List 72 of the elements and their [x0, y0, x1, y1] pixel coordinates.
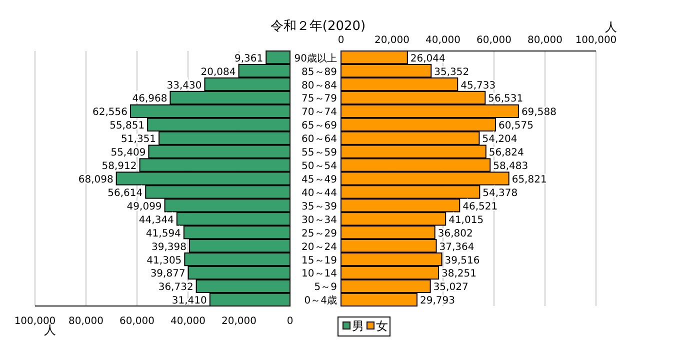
y-tick-label: 35～39: [302, 201, 337, 212]
text: 45,733: [460, 80, 496, 92]
text: 35,027: [433, 282, 468, 294]
text: 68,098: [78, 174, 114, 186]
x-tick-label: 0: [286, 316, 294, 327]
x-tick-label: 0: [338, 35, 344, 46]
text: 20,084: [200, 66, 236, 78]
text: 60,575: [498, 120, 534, 132]
text: 36,802: [438, 228, 473, 240]
y-tick-label: 70～74: [302, 107, 337, 118]
text: 69,588: [521, 107, 556, 118]
text: 41,305: [146, 255, 182, 266]
y-tick-label: 15～19: [302, 255, 337, 266]
text: 39,516: [444, 255, 480, 266]
y-tick-label: 25～29: [302, 228, 337, 240]
text: 9,361: [234, 53, 264, 64]
chart-title: 令和２年(2020): [270, 19, 366, 34]
text: 26,044: [410, 53, 446, 64]
text: 55,851: [110, 120, 145, 132]
y-tick-label: 55～59: [302, 148, 337, 159]
text: 37,364: [439, 242, 474, 253]
y-tick-label: 60～64: [302, 134, 337, 146]
y-tick-label: 50～54: [302, 161, 337, 172]
y-tick-label: 30～34: [302, 214, 337, 226]
text: 62,556: [92, 107, 128, 118]
text: 55,409: [110, 148, 146, 159]
text: 58,912: [102, 161, 137, 172]
x-axis-title: 人: [605, 20, 617, 34]
text: 38,251: [442, 268, 477, 280]
text: 51,351: [121, 134, 156, 146]
text: 41,015: [448, 214, 484, 226]
text: 39,398: [152, 242, 187, 253]
text: 44,344: [138, 214, 174, 226]
y-tick-label: 65～69: [302, 120, 337, 132]
y-tick-label: 0～4歳: [304, 294, 337, 307]
text: 65,821: [512, 174, 547, 186]
text: 54,204: [482, 134, 518, 146]
text: 39,877: [150, 268, 186, 280]
y-tick-label: 45～49: [302, 174, 337, 186]
text: 31,410: [172, 296, 207, 307]
x-tick-label: 20,000: [222, 316, 256, 327]
text: 46,968: [132, 94, 168, 105]
x-tick-label: 20,000: [374, 35, 410, 46]
x-tick-label: 40,000: [170, 316, 206, 327]
text: 36,732: [158, 282, 194, 294]
text: 58,483: [493, 161, 528, 172]
text: 56,614: [108, 188, 143, 199]
text: 56,824: [488, 148, 524, 159]
y-tick-label: 75～79: [302, 94, 337, 105]
text: 33,430: [166, 80, 202, 92]
text: 49,099: [126, 201, 162, 212]
x-tick-label: 40,000: [426, 35, 460, 46]
text: 54,378: [482, 188, 518, 199]
y-tick-label: 40～44: [302, 188, 337, 199]
y-tick-label: 80～84: [302, 80, 337, 92]
text: 46,521: [462, 201, 498, 212]
y-tick-label: 90歳以上: [294, 52, 337, 64]
x-tick-label: 80,000: [68, 316, 104, 327]
y-tick-label: 20～24: [302, 242, 337, 253]
x-tick-label: 60,000: [120, 316, 154, 327]
legend-label: 女: [376, 319, 388, 333]
text: 29,793: [420, 296, 455, 307]
text: 56,531: [488, 94, 524, 105]
y-tick-label: 5～9: [314, 282, 337, 294]
x-tick-label: 100,000: [575, 35, 617, 46]
text: 35,352: [434, 66, 470, 78]
y-tick-label: 10～14: [302, 268, 337, 280]
text: 41,594: [146, 228, 181, 240]
x-tick-label: 80,000: [528, 35, 562, 46]
x-tick-label: 60,000: [476, 35, 512, 46]
legend-label: 男: [352, 319, 364, 333]
y-tick-label: 85～89: [302, 66, 337, 78]
